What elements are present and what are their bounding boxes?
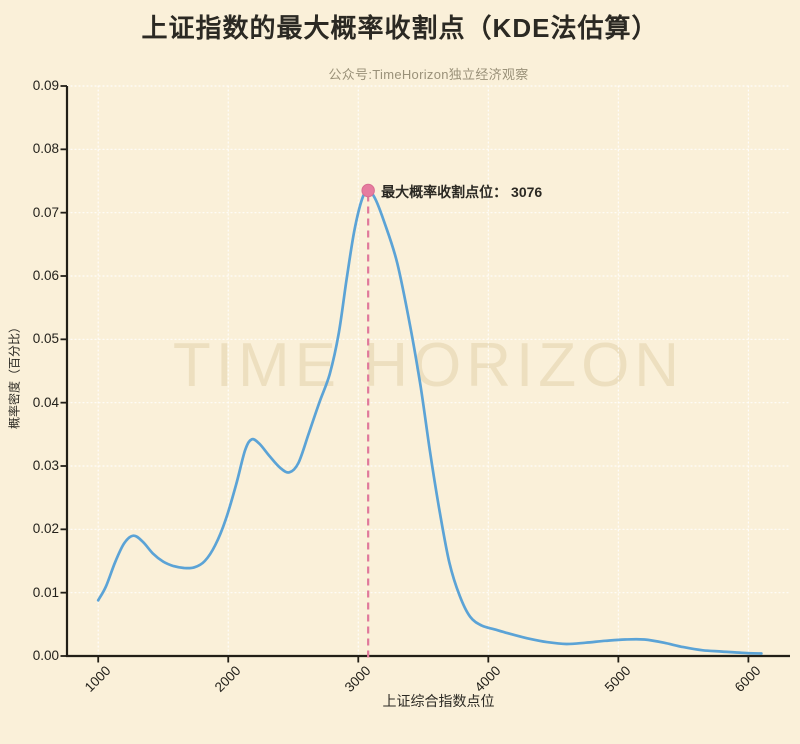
y-tick-label: 0.03	[32, 458, 59, 473]
y-tick-label: 0.05	[32, 331, 59, 347]
kde-chart-figure: TIME HORIZON 上证指数的最大概率收割点（KDE法估算） 公众号:Ti…	[7, 13, 791, 709]
kde-curve	[96, 189, 763, 655]
y-tick-label: 0.07	[32, 204, 59, 220]
y-tick-label: 0.04	[32, 394, 59, 410]
peak-marker-dot	[361, 183, 375, 198]
y-tick-label: 0.02	[32, 521, 59, 537]
x-axis-label: 上证综合指数点位	[382, 693, 495, 709]
y-tick-label: 0.06	[32, 268, 59, 283]
y-tick-label: 0.09	[32, 78, 59, 93]
y-axis-label: 概率密度（百分比）	[7, 320, 22, 430]
kde-plot-canvas	[60, 85, 791, 663]
chart-subtitle: 公众号:TimeHorizon独立经济观察	[328, 67, 529, 82]
y-tick-label: 0.00	[32, 648, 59, 663]
chart-title: 上证指数的最大概率收割点（KDE法估算）	[141, 13, 659, 43]
peak-annotation: 最大概率收割点位： 3076	[381, 183, 543, 200]
y-tick-label: 0.01	[32, 584, 59, 600]
y-tick-label: 0.08	[32, 141, 59, 157]
